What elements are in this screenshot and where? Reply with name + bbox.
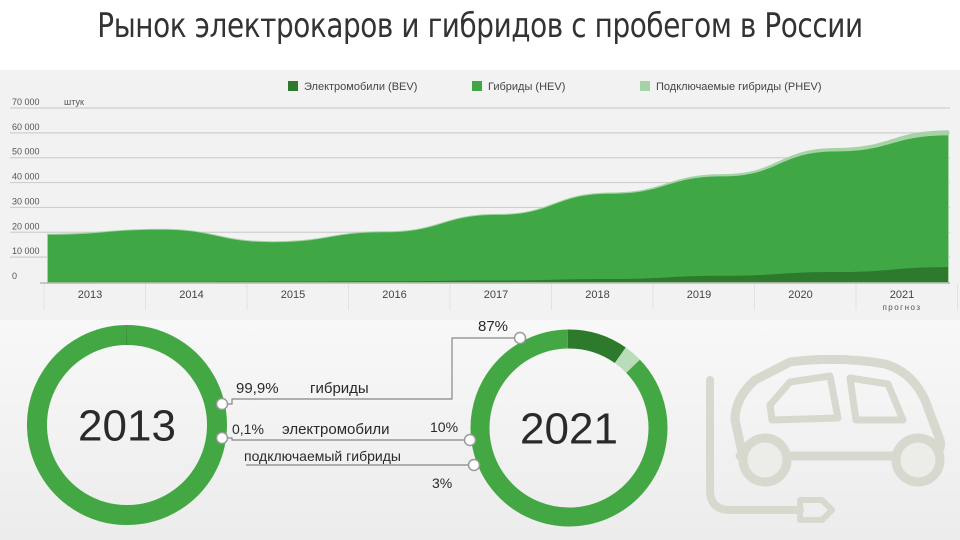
- ring-2021: 2021: [470, 329, 668, 527]
- callout-dot: [513, 331, 527, 345]
- callout-value: 99,9%: [236, 380, 279, 397]
- callout-label: гибриды: [310, 380, 369, 397]
- x-tick-label: 2014: [179, 289, 203, 301]
- callout-dot: [463, 433, 477, 447]
- ring-2013: 2013: [27, 325, 228, 525]
- y-tick-label: 30 000: [12, 196, 40, 206]
- ring-center-label: 2013: [78, 401, 176, 450]
- car-door-window-outline: [846, 374, 907, 424]
- y-tick-label: 50 000: [12, 147, 40, 157]
- x-tick-label: 2016: [382, 289, 406, 301]
- y-tick-label: 10 000: [12, 246, 40, 256]
- y-tick-label: 0: [12, 271, 17, 281]
- axes: 2013 2014 2015 2016 2017 2018 2019 2020 2021 прог…: [40, 282, 958, 312]
- legend-label-hev: Гибриды (HEV): [488, 81, 565, 93]
- page-title: Рынок электрокаров и гибридов с пробегом…: [97, 6, 863, 46]
- car-rear-wheel: [891, 433, 945, 487]
- x-forecast-note: прогноз: [882, 303, 921, 312]
- ring-slice: [614, 347, 640, 373]
- callout-line: [222, 398, 395, 405]
- legend-swatch-phev: [640, 81, 650, 91]
- area-hev: [48, 135, 948, 282]
- charging-cable: [706, 376, 804, 514]
- car-front-wheel: [738, 433, 792, 487]
- legend-swatch-hev: [472, 81, 482, 91]
- x-tick-label: 2019: [687, 289, 711, 301]
- x-tick-label: 2020: [788, 289, 812, 301]
- legend-label-bev: Электромобили (BEV): [304, 81, 417, 93]
- y-unit-label: штук: [64, 97, 84, 107]
- area-series: [47, 130, 949, 283]
- y-tick-label: 70 000: [12, 97, 40, 107]
- x-tick-label: 2015: [281, 289, 305, 301]
- x-tick-label: 2021: [890, 289, 914, 301]
- charging-plug: [797, 497, 835, 523]
- callout-value: 0,1%: [232, 421, 264, 437]
- callout-value: 3%: [432, 475, 452, 491]
- callout-value: 87%: [478, 318, 508, 335]
- legend-swatch-bev: [288, 81, 298, 91]
- callout-label: подключаемый гибриды: [244, 448, 401, 464]
- ring-slice: [470, 329, 668, 527]
- callout-line: [395, 337, 520, 400]
- ring-slice: [567, 329, 626, 364]
- y-tick-label: 60 000: [12, 122, 40, 132]
- callout-dot: [467, 458, 481, 472]
- donut-callouts: 99,9% гибриды 0,1% электромобили 87% 10% подкл…: [215, 318, 527, 491]
- legend: Электромобили (BEV) Гибриды (HEV) Подключа…: [288, 81, 822, 93]
- callout-value: 10%: [430, 419, 458, 435]
- x-tick-label: 2017: [484, 289, 508, 301]
- y-tick-label: 20 000: [12, 221, 40, 231]
- callout-line: [222, 437, 475, 441]
- y-tick-label: 40 000: [12, 172, 40, 182]
- area-bev: [48, 267, 948, 282]
- electric-car-icon: [706, 354, 945, 523]
- callout-label: электромобили: [282, 421, 389, 438]
- x-tick-label: 2013: [78, 289, 102, 301]
- legend-label-phev: Подключаемые гибриды (PHEV): [656, 81, 822, 93]
- ring-center-label: 2021: [520, 404, 618, 453]
- ring-slice: [27, 325, 228, 525]
- car-window-outline: [766, 372, 842, 424]
- callout-dot: [215, 397, 229, 411]
- callout-dot: [215, 431, 229, 445]
- x-tick-label: 2018: [585, 289, 609, 301]
